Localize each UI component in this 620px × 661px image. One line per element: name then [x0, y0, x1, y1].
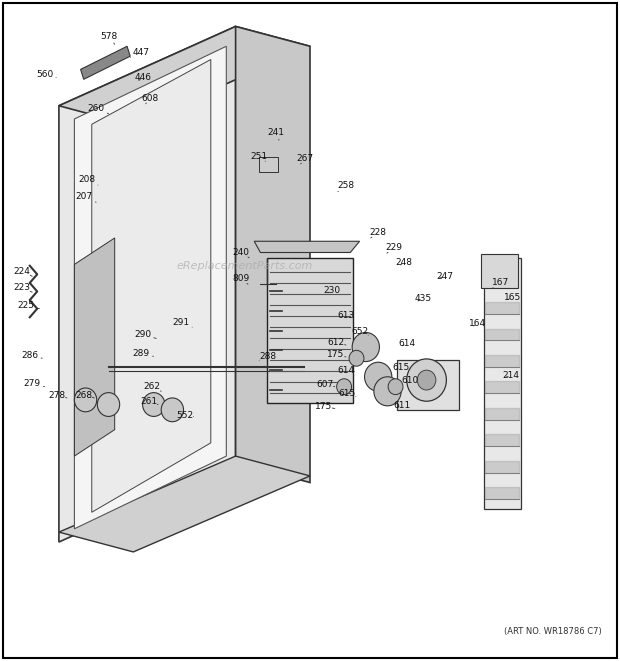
Text: 258: 258 — [337, 180, 355, 192]
Text: 809: 809 — [232, 274, 249, 284]
Text: 261: 261 — [140, 397, 158, 407]
Text: 435: 435 — [414, 294, 432, 303]
Text: 610: 610 — [402, 376, 419, 385]
Polygon shape — [59, 26, 310, 126]
Text: 279: 279 — [24, 379, 45, 388]
Text: 612: 612 — [327, 338, 346, 347]
Text: 614: 614 — [337, 366, 355, 375]
Polygon shape — [74, 46, 226, 529]
Polygon shape — [254, 241, 360, 253]
Text: 615: 615 — [392, 363, 409, 372]
Text: 240: 240 — [232, 248, 249, 258]
Text: 291: 291 — [172, 318, 192, 327]
Circle shape — [388, 379, 403, 395]
Text: 229: 229 — [386, 243, 403, 253]
Text: 248: 248 — [396, 258, 413, 267]
Text: 613: 613 — [337, 311, 355, 321]
Text: 228: 228 — [370, 228, 387, 238]
Circle shape — [407, 359, 446, 401]
Circle shape — [349, 350, 364, 366]
Polygon shape — [397, 360, 459, 410]
Text: 289: 289 — [133, 349, 154, 358]
Circle shape — [417, 370, 436, 390]
Text: 268: 268 — [75, 391, 94, 400]
Text: 267: 267 — [296, 154, 314, 164]
Circle shape — [374, 377, 401, 406]
Polygon shape — [484, 258, 521, 509]
Text: 241: 241 — [267, 128, 285, 140]
Text: 223: 223 — [13, 283, 32, 292]
Text: 167: 167 — [492, 278, 510, 288]
Polygon shape — [267, 258, 353, 403]
Text: 652: 652 — [351, 327, 368, 336]
Text: 611: 611 — [393, 401, 410, 410]
Text: 214: 214 — [502, 371, 520, 380]
Circle shape — [161, 398, 184, 422]
Text: 286: 286 — [21, 351, 42, 360]
Text: 578: 578 — [100, 32, 117, 44]
Text: 224: 224 — [13, 266, 32, 276]
Text: 175: 175 — [315, 402, 335, 411]
Text: 446: 446 — [134, 73, 151, 83]
Text: 225: 225 — [17, 301, 40, 310]
Polygon shape — [81, 46, 130, 79]
Text: 614: 614 — [398, 339, 415, 348]
Text: 560: 560 — [36, 70, 56, 79]
Text: 165: 165 — [503, 293, 521, 302]
Circle shape — [74, 388, 97, 412]
Text: 290: 290 — [134, 330, 156, 339]
Circle shape — [337, 379, 352, 395]
Polygon shape — [74, 238, 115, 456]
Text: 175: 175 — [327, 350, 346, 359]
Text: 251: 251 — [250, 152, 268, 161]
Polygon shape — [236, 26, 310, 483]
Text: 164: 164 — [469, 319, 486, 329]
Text: eReplacementParts.com: eReplacementParts.com — [177, 260, 313, 271]
Text: 278: 278 — [48, 391, 67, 400]
Text: 230: 230 — [323, 286, 340, 295]
Circle shape — [143, 393, 165, 416]
Circle shape — [352, 332, 379, 362]
Polygon shape — [480, 254, 518, 288]
Text: 288: 288 — [259, 352, 277, 362]
Text: 262: 262 — [143, 382, 161, 391]
Circle shape — [365, 362, 392, 391]
Polygon shape — [59, 26, 236, 542]
Text: 260: 260 — [87, 104, 108, 114]
Text: (ART NO. WR18786 C7): (ART NO. WR18786 C7) — [503, 627, 601, 636]
Circle shape — [97, 393, 120, 416]
Text: 247: 247 — [436, 272, 454, 281]
Polygon shape — [59, 456, 310, 552]
Text: 207: 207 — [76, 192, 96, 202]
Text: 607: 607 — [316, 380, 335, 389]
Text: 208: 208 — [78, 175, 98, 185]
Text: 608: 608 — [141, 94, 159, 104]
Polygon shape — [259, 157, 278, 172]
Text: 552: 552 — [176, 410, 193, 420]
Text: 447: 447 — [130, 48, 150, 58]
Text: 615: 615 — [339, 389, 356, 399]
Polygon shape — [92, 59, 211, 512]
